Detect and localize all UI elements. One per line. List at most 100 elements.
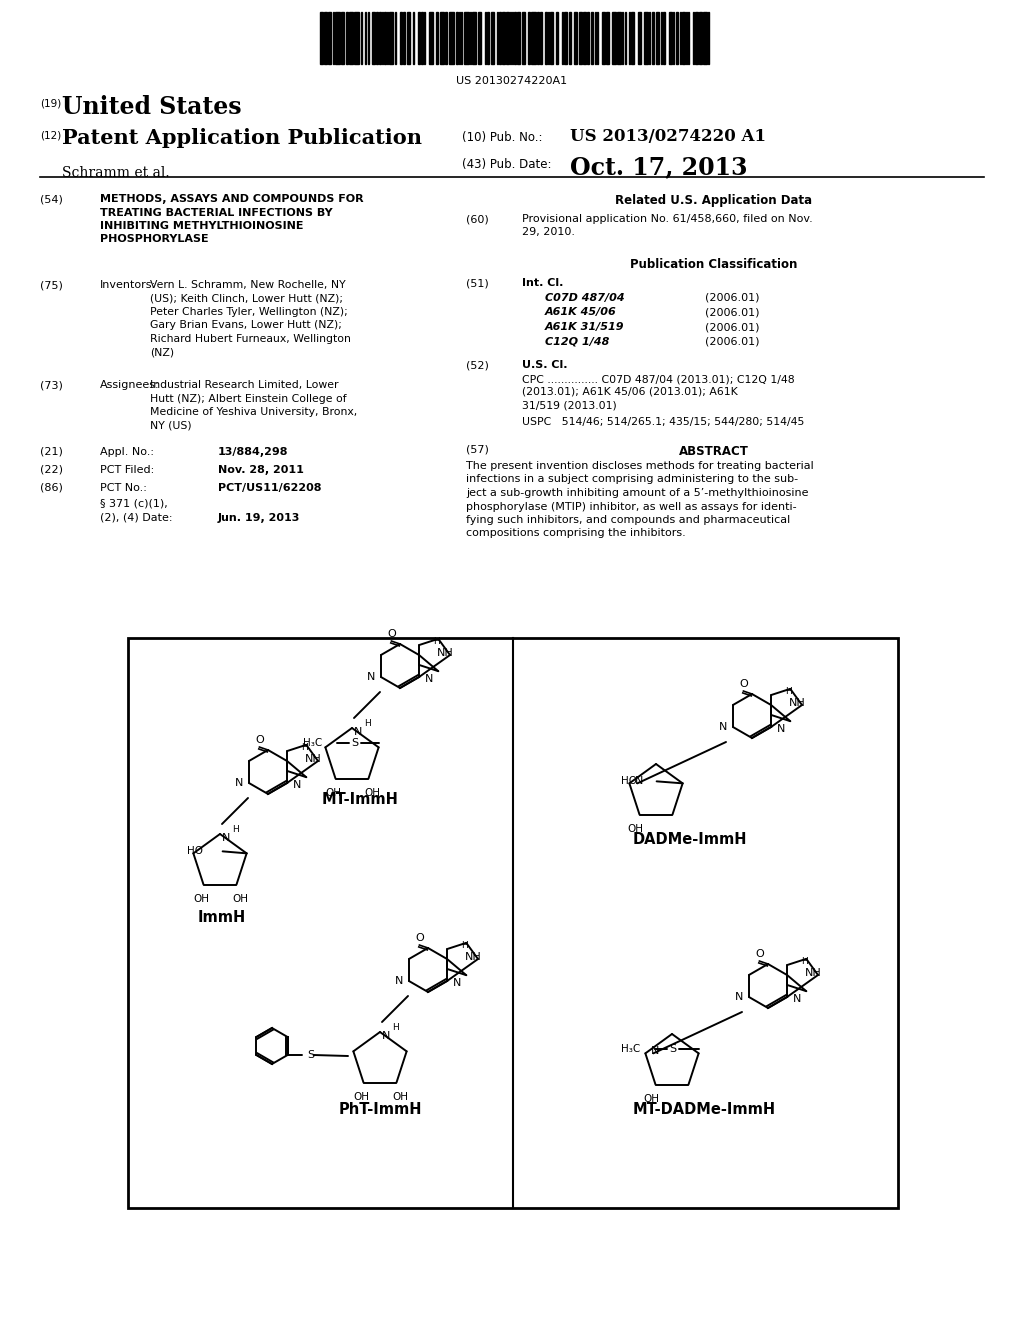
Text: (75): (75) <box>40 280 62 290</box>
Text: US 2013/0274220 A1: US 2013/0274220 A1 <box>570 128 766 145</box>
Bar <box>376 12 378 63</box>
Bar <box>537 12 539 63</box>
Text: N: N <box>367 672 375 682</box>
Text: OH: OH <box>365 788 381 797</box>
Bar <box>389 12 393 63</box>
Text: NY (US): NY (US) <box>150 421 191 430</box>
Bar <box>569 12 571 63</box>
Bar <box>682 12 685 63</box>
Text: H: H <box>364 719 371 729</box>
Bar <box>669 12 672 63</box>
Text: 13/884,298: 13/884,298 <box>218 447 289 457</box>
Bar <box>550 12 553 63</box>
Bar <box>656 12 659 63</box>
Bar <box>324 12 327 63</box>
Bar <box>403 12 406 63</box>
Text: Medicine of Yeshiva University, Bronx,: Medicine of Yeshiva University, Bronx, <box>150 407 357 417</box>
Text: (52): (52) <box>466 360 488 370</box>
Text: (2), (4) Date:: (2), (4) Date: <box>100 513 172 523</box>
Bar <box>606 12 609 63</box>
Bar <box>514 12 516 63</box>
Text: OH: OH <box>643 1094 659 1104</box>
Bar <box>490 12 494 63</box>
Text: (43) Pub. Date:: (43) Pub. Date: <box>462 158 552 172</box>
Text: Publication Classification: Publication Classification <box>631 257 798 271</box>
Bar <box>464 12 469 63</box>
Bar <box>384 12 386 63</box>
Text: N: N <box>793 994 802 1005</box>
Bar <box>591 12 593 63</box>
Bar <box>663 12 665 63</box>
Text: N: N <box>777 723 785 734</box>
Text: TREATING BACTERIAL INFECTIONS BY: TREATING BACTERIAL INFECTIONS BY <box>100 207 333 218</box>
Text: H: H <box>461 940 468 949</box>
Bar <box>564 12 567 63</box>
Bar <box>335 12 340 63</box>
Bar <box>695 12 698 63</box>
Text: O: O <box>755 949 764 960</box>
Bar <box>531 12 536 63</box>
Text: Jun. 19, 2013: Jun. 19, 2013 <box>218 513 300 523</box>
Text: (2013.01); A61K 45/06 (2013.01); A61K: (2013.01); A61K 45/06 (2013.01); A61K <box>522 387 737 397</box>
Bar <box>638 12 641 63</box>
Text: Oct. 17, 2013: Oct. 17, 2013 <box>570 154 748 180</box>
Bar <box>506 12 509 63</box>
Bar <box>612 12 616 63</box>
Text: N: N <box>354 727 362 737</box>
Text: PCT/US11/62208: PCT/US11/62208 <box>218 483 322 492</box>
Text: ject a sub-growth inhibiting amount of a 5’-methylthioinosine: ject a sub-growth inhibiting amount of a… <box>466 488 809 498</box>
Text: O: O <box>739 678 748 689</box>
Text: N: N <box>222 833 230 843</box>
Text: infections in a subject comprising administering to the sub-: infections in a subject comprising admin… <box>466 474 798 484</box>
Text: PhT-ImmH: PhT-ImmH <box>338 1102 422 1118</box>
Text: NH: NH <box>437 648 454 657</box>
Text: U.S. Cl.: U.S. Cl. <box>522 360 567 370</box>
Text: OH: OH <box>232 894 249 904</box>
Text: United States: United States <box>62 95 242 119</box>
Text: Hutt (NZ); Albert Einstein College of: Hutt (NZ); Albert Einstein College of <box>150 393 347 404</box>
Bar <box>349 12 353 63</box>
Text: N: N <box>382 1031 390 1041</box>
Bar <box>445 12 447 63</box>
Text: S: S <box>351 738 358 748</box>
Text: INHIBITING METHYLTHIOINOSINE: INHIBITING METHYLTHIOINOSINE <box>100 220 303 231</box>
Text: § 371 (c)(1),: § 371 (c)(1), <box>100 499 168 510</box>
Text: O: O <box>415 933 424 942</box>
Text: (73): (73) <box>40 380 62 389</box>
Bar <box>652 12 654 63</box>
Text: 29, 2010.: 29, 2010. <box>522 227 575 238</box>
Text: N: N <box>651 1047 659 1056</box>
Text: Appl. No.:: Appl. No.: <box>100 447 154 457</box>
Text: S: S <box>669 1044 676 1055</box>
Text: H: H <box>433 636 439 645</box>
Text: Provisional application No. 61/458,660, filed on Nov.: Provisional application No. 61/458,660, … <box>522 214 813 224</box>
Text: Schramm et al.: Schramm et al. <box>62 166 170 180</box>
Text: 31/519 (2013.01): 31/519 (2013.01) <box>522 400 616 411</box>
Text: ImmH: ImmH <box>198 911 246 925</box>
Text: (51): (51) <box>466 279 488 288</box>
Text: USPC   514/46; 514/265.1; 435/15; 544/280; 514/45: USPC 514/46; 514/265.1; 435/15; 544/280;… <box>522 417 805 426</box>
Bar <box>499 12 501 63</box>
Bar <box>418 12 420 63</box>
Bar <box>540 12 542 63</box>
Text: Nov. 28, 2011: Nov. 28, 2011 <box>218 465 304 475</box>
Bar <box>522 12 525 63</box>
Text: N: N <box>635 776 644 787</box>
Bar <box>631 12 634 63</box>
Text: PCT No.:: PCT No.: <box>100 483 146 492</box>
Text: (2006.01): (2006.01) <box>705 337 760 346</box>
Text: fying such inhibitors, and compounds and pharmaceutical: fying such inhibitors, and compounds and… <box>466 515 791 525</box>
Text: NH: NH <box>305 754 322 764</box>
Text: (2006.01): (2006.01) <box>705 308 760 318</box>
Text: N: N <box>719 722 727 733</box>
Text: C07D 487/04: C07D 487/04 <box>545 293 625 304</box>
Text: A61K 31/519: A61K 31/519 <box>545 322 625 333</box>
Text: Patent Application Publication: Patent Application Publication <box>62 128 422 148</box>
Text: H: H <box>301 742 308 751</box>
Bar <box>319 12 323 63</box>
Text: Industrial Research Limited, Lower: Industrial Research Limited, Lower <box>150 380 339 389</box>
Text: H: H <box>785 686 792 696</box>
Text: Vern L. Schramm, New Rochelle, NY: Vern L. Schramm, New Rochelle, NY <box>150 280 346 290</box>
Bar <box>341 12 344 63</box>
Text: N: N <box>734 993 743 1002</box>
